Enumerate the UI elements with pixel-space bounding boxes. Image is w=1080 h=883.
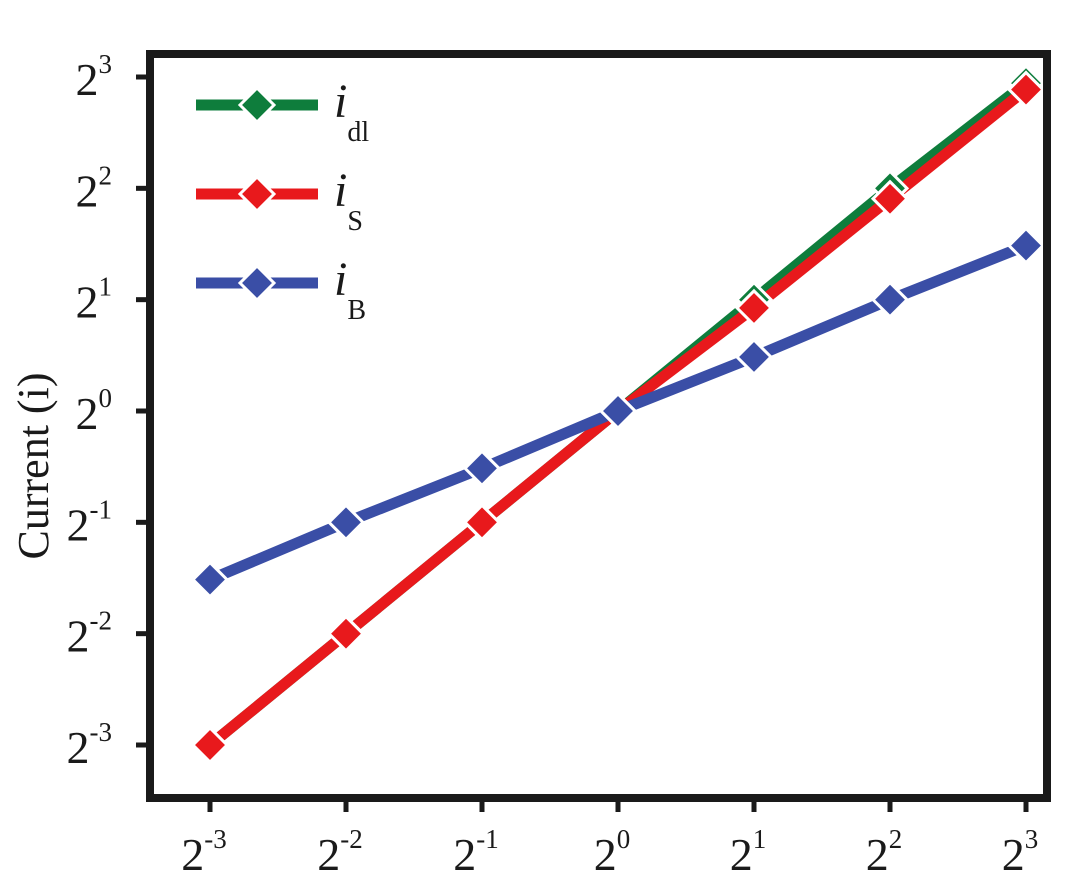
marker-s-0 [190, 725, 230, 765]
marker-b-1 [326, 503, 366, 542]
marker-b-5 [870, 280, 910, 319]
x-tick-label: 22 [866, 824, 903, 880]
y-tick-label: 20 [76, 383, 113, 439]
legend-label-dl: idl [334, 75, 369, 148]
x-tick-label: 20 [594, 824, 631, 880]
y-axis-title: Current (i) [9, 373, 58, 560]
plot-frame [146, 50, 1051, 802]
legend-marker-b [237, 263, 277, 303]
marker-b-6 [1006, 226, 1046, 265]
marker-s-5 [870, 179, 910, 218]
y-tick-label: 23 [76, 49, 113, 105]
x-tick-label: 2-3 [181, 824, 227, 880]
y-tick-label: 2-3 [67, 717, 113, 773]
marker-s-1 [326, 614, 366, 653]
marker-b-4 [734, 337, 774, 377]
x-tick-label: 23 [1002, 824, 1039, 880]
x-tick-label: 21 [730, 824, 767, 880]
marker-b-2 [462, 449, 502, 488]
y-tick-label: 2-1 [67, 494, 113, 550]
plot-markers [190, 64, 1046, 765]
marker-s-6 [1006, 70, 1046, 109]
marker-s-4 [734, 288, 774, 328]
marker-s-2 [462, 503, 502, 542]
marker-b-0 [190, 560, 230, 599]
legend-label-s: iS [334, 164, 363, 237]
y-tick-label: 22 [76, 160, 113, 216]
marker-b-3 [598, 391, 638, 431]
y-tick-label: 2-2 [67, 606, 113, 662]
x-tick-label: 2-2 [317, 824, 363, 880]
legend-marker-dl [237, 85, 277, 125]
y-tick-label: 21 [76, 272, 113, 328]
legend: idl iS iB [196, 75, 369, 326]
x-axis-ticks: 2-3 2-2 2-1 20 21 22 23 [181, 798, 1038, 880]
legend-marker-s [237, 174, 277, 214]
x-tick-label: 2-1 [453, 824, 499, 880]
y-axis-ticks: 2-3 2-2 2-1 20 21 22 23 [67, 49, 150, 773]
legend-label-b: iB [334, 253, 366, 326]
